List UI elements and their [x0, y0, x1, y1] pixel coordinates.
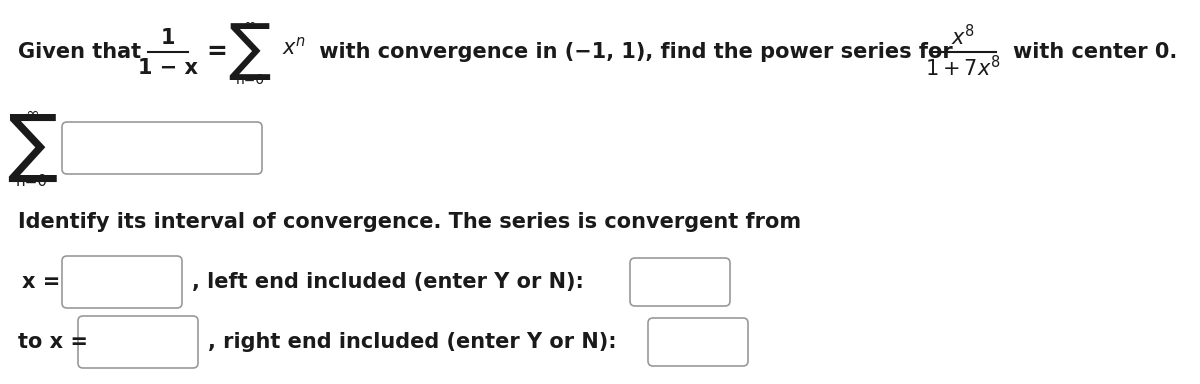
Text: Given that: Given that: [18, 42, 142, 62]
Text: $\sum$: $\sum$: [7, 113, 58, 184]
Text: $1 + 7x^8$: $1 + 7x^8$: [925, 55, 1001, 81]
FancyBboxPatch shape: [630, 258, 730, 306]
FancyBboxPatch shape: [648, 318, 748, 366]
Text: , left end included (enter Y or N):: , left end included (enter Y or N):: [192, 272, 584, 292]
Text: with center 0.: with center 0.: [1013, 42, 1177, 62]
Text: 1: 1: [161, 28, 175, 48]
Text: n=0: n=0: [235, 73, 264, 87]
FancyBboxPatch shape: [62, 122, 262, 174]
Text: n=0: n=0: [16, 174, 48, 189]
FancyBboxPatch shape: [78, 316, 198, 368]
Text: $\sum$: $\sum$: [228, 22, 271, 83]
Text: x =: x =: [22, 272, 60, 292]
Text: $x^n$: $x^n$: [282, 36, 306, 58]
Text: $x^8$: $x^8$: [950, 25, 976, 50]
Text: to x =: to x =: [18, 332, 88, 352]
Text: Identify its interval of convergence. The series is convergent from: Identify its interval of convergence. Th…: [18, 212, 802, 232]
Text: 1 − x: 1 − x: [138, 58, 198, 78]
Text: with convergence in (−1, 1), find the power series for: with convergence in (−1, 1), find the po…: [312, 42, 953, 62]
Text: =: =: [206, 40, 227, 64]
Text: ∞: ∞: [244, 17, 257, 31]
Text: ∞: ∞: [25, 105, 38, 123]
Text: , right end included (enter Y or N):: , right end included (enter Y or N):: [208, 332, 617, 352]
FancyBboxPatch shape: [62, 256, 182, 308]
